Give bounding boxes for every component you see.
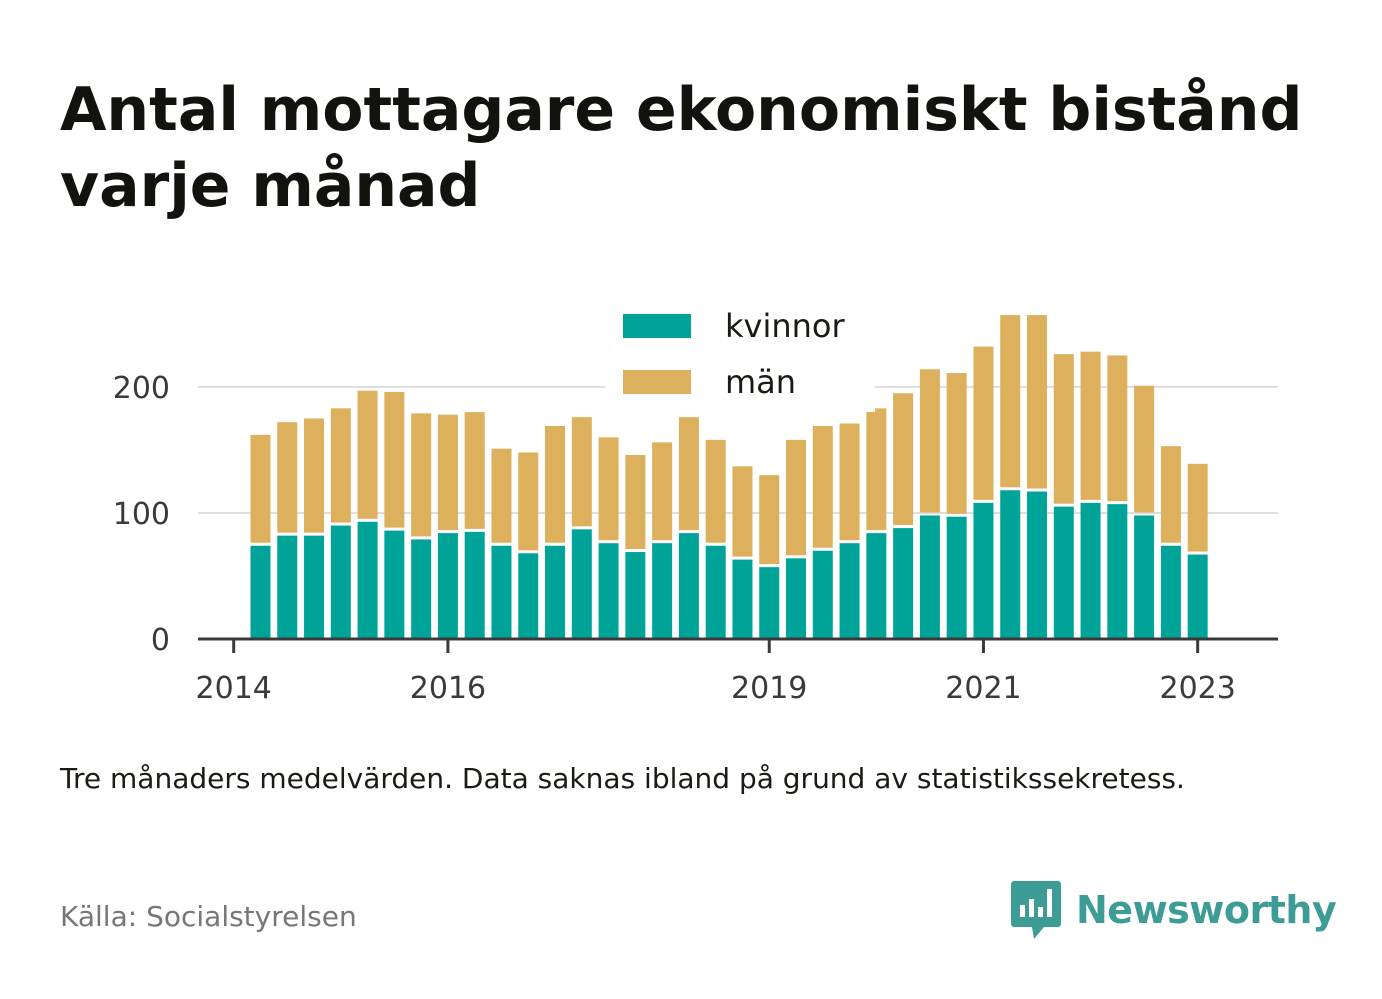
bar-man: [1053, 354, 1074, 504]
x-tick-label: 2021: [945, 671, 1021, 706]
bar-man: [973, 346, 994, 500]
axes: 0 100 200 2014 2016 2019 2021 2023: [113, 371, 1278, 706]
bar-man: [1107, 355, 1128, 502]
bar-man: [705, 439, 726, 543]
bars: [250, 315, 1208, 639]
bar-kvinnor: [518, 553, 539, 639]
bar-chart-speech-bubble-icon: [1011, 881, 1061, 939]
bar-kvinnor: [812, 550, 833, 639]
bar-kvinnor: [866, 533, 887, 639]
bar-kvinnor: [705, 545, 726, 639]
bar-man: [839, 423, 860, 541]
bar-man: [304, 418, 325, 533]
bar-kvinnor: [1107, 504, 1128, 639]
bar-man: [545, 425, 566, 543]
bar-kvinnor: [1053, 506, 1074, 639]
bar-kvinnor: [678, 533, 699, 639]
bar-man: [732, 466, 753, 557]
chart-title: Antal mottagare ekonomiskt bistånd varje…: [60, 75, 1303, 221]
brand-logo[interactable]: Newsworthy: [1010, 878, 1337, 942]
brand-name: Newsworthy: [1076, 888, 1337, 932]
legend-swatch-kvinnor: [623, 314, 691, 338]
x-tick-label: 2014: [196, 671, 272, 706]
bar-man: [491, 448, 512, 543]
bar-man: [518, 452, 539, 551]
bar-kvinnor: [598, 543, 619, 639]
bar-man: [625, 454, 646, 550]
bar-man: [893, 393, 914, 526]
bar-kvinnor: [839, 543, 860, 639]
x-tick-label: 2019: [731, 671, 807, 706]
bar-man: [250, 434, 271, 543]
bar-kvinnor: [1027, 491, 1048, 639]
bar-kvinnor: [1160, 545, 1181, 639]
bar-kvinnor: [304, 535, 325, 639]
bar-man: [571, 417, 592, 527]
x-tick-label: 2023: [1159, 671, 1235, 706]
bar-kvinnor: [384, 530, 405, 639]
bar-man: [946, 373, 967, 514]
y-tick-label: 200: [113, 371, 170, 406]
bar-kvinnor: [893, 528, 914, 639]
bar-kvinnor: [732, 559, 753, 639]
bar-man: [598, 437, 619, 541]
bar-kvinnor: [411, 539, 432, 639]
bar-kvinnor: [1000, 490, 1021, 639]
bar-man: [786, 439, 807, 556]
bar-kvinnor: [437, 533, 458, 639]
bar-kvinnor: [571, 529, 592, 639]
bar-kvinnor: [464, 531, 485, 639]
bar-man: [277, 422, 298, 533]
bar-man: [1080, 351, 1101, 500]
bar-man: [464, 412, 485, 529]
bar-man: [866, 408, 887, 531]
bar-kvinnor: [250, 545, 271, 639]
x-tick-label: 2016: [410, 671, 486, 706]
bar-kvinnor: [330, 525, 351, 639]
y-tick-label: 100: [113, 497, 170, 532]
bar-kvinnor: [357, 521, 378, 639]
bar-man: [411, 413, 432, 537]
bar-kvinnor: [973, 502, 994, 639]
bar-kvinnor: [919, 515, 940, 639]
bar-man: [652, 442, 673, 541]
bar-man: [812, 425, 833, 548]
bar-kvinnor: [545, 545, 566, 639]
bar-man: [1187, 463, 1208, 552]
bar-man: [330, 408, 351, 523]
legend-swatch-man: [623, 370, 691, 394]
bar-kvinnor: [946, 516, 967, 639]
bar-kvinnor: [277, 535, 298, 639]
legend-label: kvinnor: [725, 307, 846, 345]
bar-kvinnor: [625, 552, 646, 639]
bar-kvinnor: [1080, 502, 1101, 639]
bar-man: [1027, 315, 1048, 489]
legend: kvinnor män: [605, 302, 875, 412]
bar-kvinnor: [759, 567, 780, 639]
bar-man: [919, 369, 940, 513]
bar-man: [1134, 385, 1155, 513]
bar-man: [1160, 446, 1181, 543]
legend-label: män: [725, 363, 796, 401]
bar-kvinnor: [786, 558, 807, 639]
bar-man: [1000, 315, 1021, 488]
bar-man: [678, 417, 699, 531]
bar-man: [759, 475, 780, 565]
bar-kvinnor: [491, 545, 512, 639]
bar-kvinnor: [1134, 515, 1155, 639]
bar-man: [437, 414, 458, 531]
bar-man: [357, 390, 378, 519]
source-credit: Källa: Socialstyrelsen: [60, 900, 357, 933]
bar-kvinnor: [1187, 554, 1208, 639]
chart-note: Tre månaders medelvärden. Data saknas ib…: [60, 762, 1185, 795]
y-tick-label: 0: [151, 623, 170, 658]
bar-kvinnor: [652, 543, 673, 639]
bar-man: [384, 391, 405, 528]
